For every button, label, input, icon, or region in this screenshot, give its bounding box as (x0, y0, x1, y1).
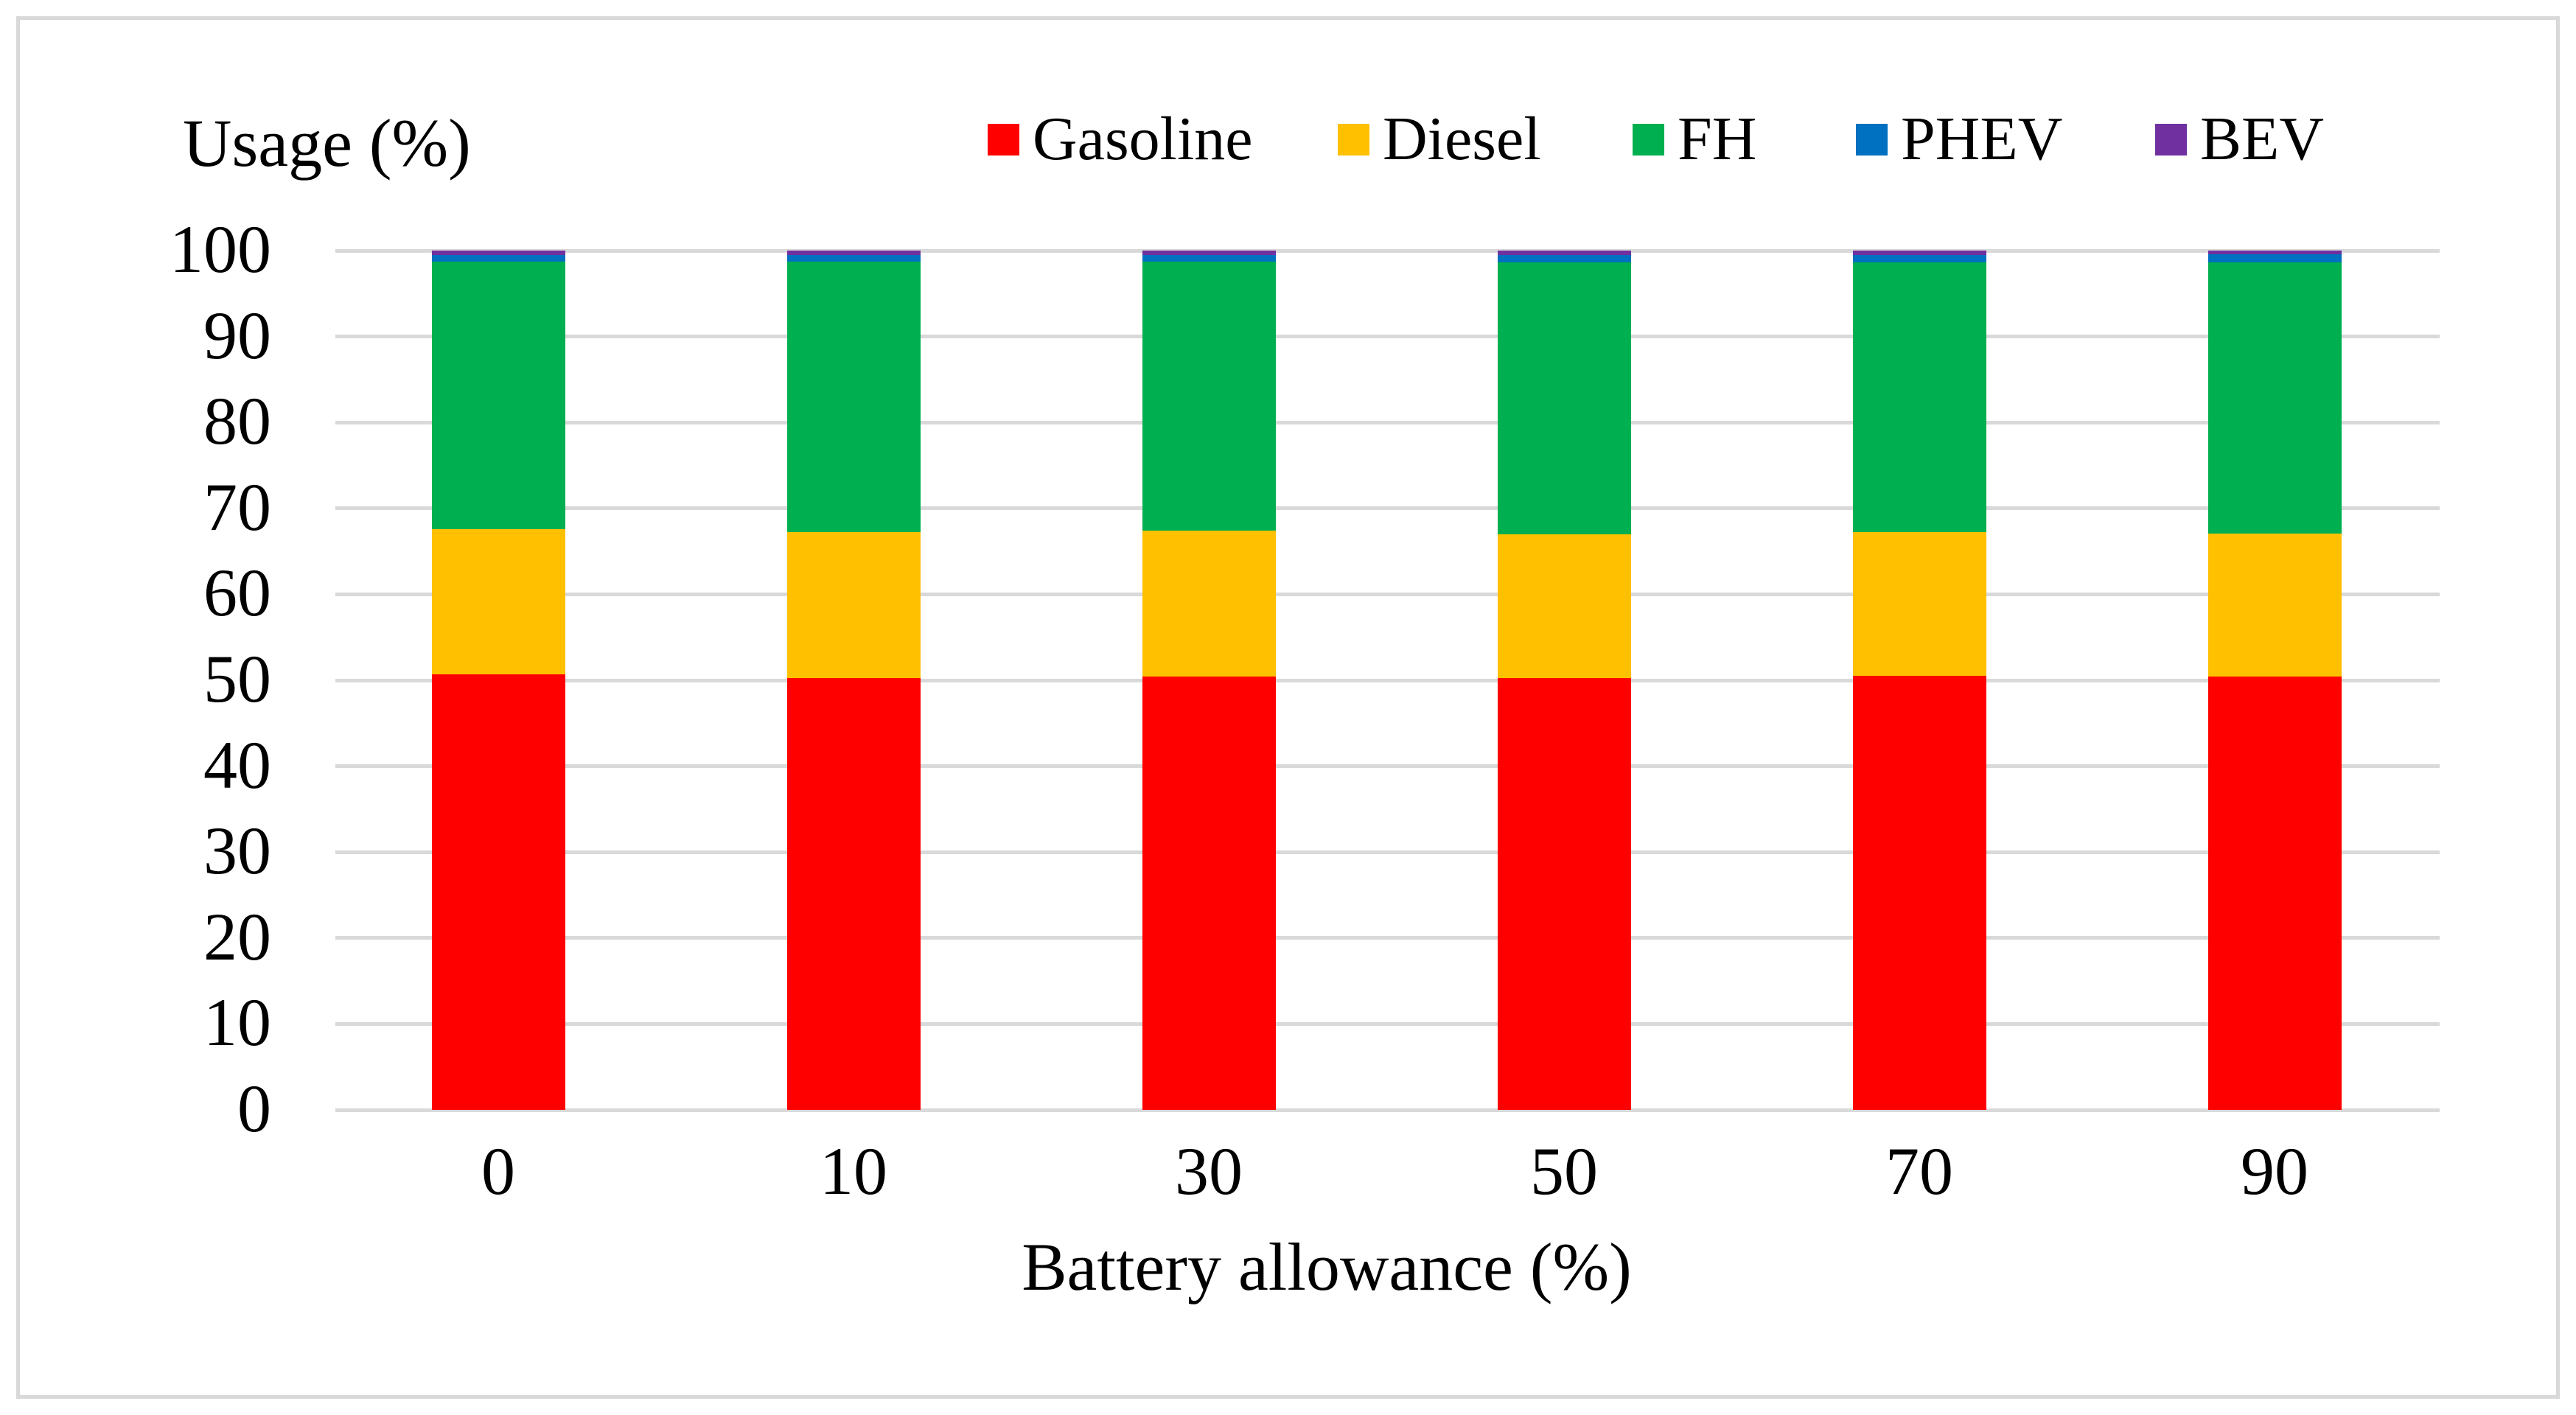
y-tick-label-60: 60 (203, 555, 271, 631)
bar-segment-gasoline-30 (1142, 677, 1276, 1110)
legend-item-fh: FH (1633, 108, 1756, 170)
y-tick-label-0: 0 (237, 1071, 271, 1146)
bar-segment-diesel-70 (1852, 532, 1986, 677)
legend-swatch-phev (1856, 123, 1888, 156)
bar-segment-bev-30 (1142, 251, 1276, 255)
bar-segment-bev-10 (786, 251, 921, 255)
bar-segment-fh-70 (1852, 262, 1986, 533)
legend-item-phev: PHEV (1856, 108, 2062, 170)
x-tick-label-90: 90 (2241, 1133, 2308, 1209)
gridline-0 (335, 1108, 2440, 1112)
bar-segment-gasoline-0 (431, 674, 565, 1110)
legend-item-gasoline: Gasoline (988, 108, 1253, 170)
gridline-90 (335, 335, 2440, 339)
x-axis-title: Battery allowance (%) (1022, 1229, 1632, 1304)
legend-item-diesel: Diesel (1338, 108, 1541, 170)
stacked-bar-10 (786, 251, 921, 1110)
gridline-100 (335, 248, 2440, 253)
y-tick-label-100: 100 (170, 212, 271, 287)
y-tick-label-70: 70 (203, 469, 271, 545)
gridline-40 (335, 764, 2440, 769)
stacked-bar-0 (431, 251, 565, 1110)
bar-segment-bev-50 (1497, 251, 1631, 255)
x-tick-label-50: 50 (1530, 1133, 1598, 1209)
x-tick-label-30: 30 (1175, 1133, 1243, 1209)
bar-segment-phev-0 (431, 254, 565, 262)
legend-swatch-bev (2155, 123, 2187, 156)
y-tick-label-40: 40 (203, 727, 271, 803)
gridline-20 (335, 936, 2440, 940)
gridline-80 (335, 420, 2440, 424)
y-tick-label-20: 20 (203, 898, 271, 974)
y-tick-label-80: 80 (203, 383, 271, 459)
legend-label-bev: BEV (2200, 105, 2324, 173)
bar-segment-diesel-10 (786, 532, 921, 678)
bar-segment-bev-0 (431, 251, 565, 255)
gridline-70 (335, 506, 2440, 511)
legend-label-gasoline: Gasoline (1033, 105, 1253, 173)
stacked-bar-90 (2207, 251, 2342, 1110)
bar-segment-phev-70 (1852, 254, 1986, 263)
stacked-bar-70 (1852, 251, 1986, 1110)
bar-segment-fh-50 (1497, 262, 1631, 534)
y-tick-label-90: 90 (203, 297, 271, 373)
bar-segment-diesel-90 (2207, 533, 2342, 677)
bar-segment-phev-50 (1497, 254, 1631, 263)
bar-segment-fh-90 (2207, 262, 2342, 534)
bar-segment-diesel-0 (431, 528, 565, 674)
bar-segment-bev-70 (1852, 251, 1986, 255)
legend-label-diesel: Diesel (1383, 105, 1541, 173)
bar-segment-diesel-30 (1142, 531, 1276, 677)
legend-item-bev: BEV (2155, 108, 2324, 170)
legend-label-phev: PHEV (1901, 105, 2063, 173)
y-axis-title: Usage (%) (183, 105, 471, 181)
bar-segment-diesel-50 (1497, 534, 1631, 678)
bar-segment-fh-30 (1142, 262, 1276, 531)
legend-swatch-diesel (1338, 123, 1369, 156)
legend-swatch-gasoline (988, 123, 1019, 156)
stacked-bar-30 (1142, 251, 1276, 1110)
bar-segment-gasoline-90 (2207, 677, 2342, 1110)
x-tick-label-10: 10 (820, 1133, 887, 1209)
bar-segment-bev-90 (2207, 251, 2342, 254)
bar-segment-fh-10 (786, 262, 921, 533)
stacked-bar-50 (1497, 251, 1631, 1110)
bar-segment-phev-30 (1142, 254, 1276, 262)
y-tick-label-30: 30 (203, 813, 271, 889)
bar-segment-phev-90 (2207, 254, 2342, 263)
y-tick-label-50: 50 (203, 641, 271, 716)
x-tick-label-0: 0 (481, 1133, 515, 1209)
gridline-60 (335, 592, 2440, 596)
gridline-50 (335, 678, 2440, 682)
legend-label-fh: FH (1678, 105, 1757, 173)
bar-segment-gasoline-50 (1497, 677, 1631, 1110)
plot-area (335, 248, 2440, 1112)
bar-segment-gasoline-10 (786, 677, 921, 1110)
gridline-30 (335, 850, 2440, 854)
x-tick-label-70: 70 (1885, 1133, 1953, 1209)
bar-segment-phev-10 (786, 254, 921, 262)
gridline-10 (335, 1021, 2440, 1026)
bar-segment-gasoline-70 (1852, 676, 1986, 1110)
y-tick-label-10: 10 (203, 985, 271, 1061)
bar-segment-fh-0 (431, 262, 565, 529)
legend-swatch-fh (1633, 123, 1664, 156)
